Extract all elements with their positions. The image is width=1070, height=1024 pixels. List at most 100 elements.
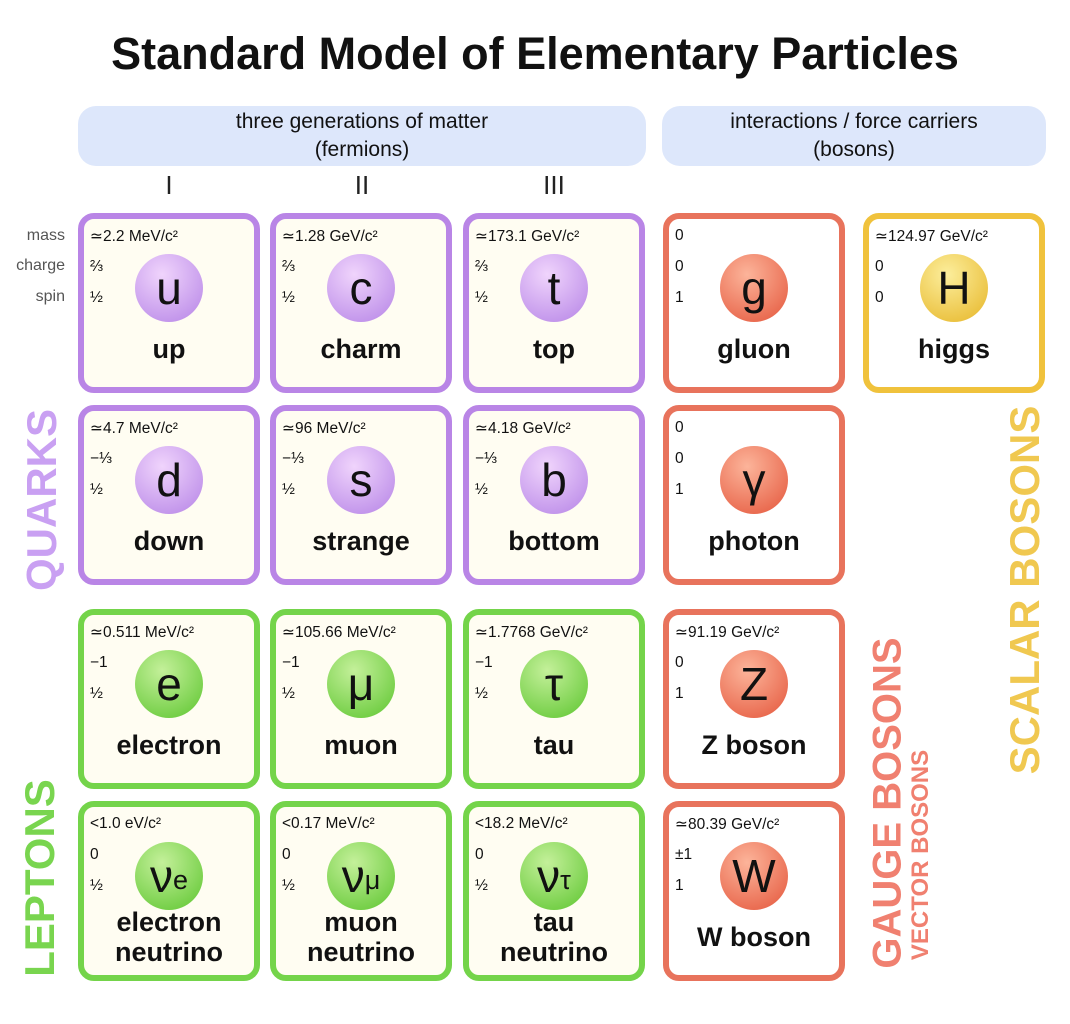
particle-circle: Z (720, 650, 788, 718)
header-line: (fermions) (314, 138, 410, 161)
group-sublabel: VECTOR BOSONS (907, 749, 934, 961)
particle-name: Z boson (701, 730, 807, 760)
generation-label: I (165, 170, 173, 200)
particle-card: ≃80.39 GeV/c² ±1 1 W W boson (663, 801, 845, 981)
symbol: s (349, 454, 373, 506)
group-label: SCALAR BOSONS (1001, 405, 1048, 775)
symbol: g (741, 262, 767, 314)
particle-circle: H (920, 254, 988, 322)
charge: 0 (90, 846, 99, 863)
header-box: three generations of matter (fermions) (78, 106, 646, 166)
mass: ≃80.39 GeV/c² (675, 816, 780, 833)
property-label: mass (26, 227, 65, 244)
particle-circle: τ (520, 650, 588, 718)
charge: ±1 (675, 846, 693, 863)
mass: 0 (675, 419, 684, 436)
symbol: t (547, 262, 561, 314)
generation-label: II (354, 170, 370, 200)
group-label: QUARKS (18, 408, 65, 592)
symbol: ν (341, 850, 365, 902)
spin: 1 (675, 481, 684, 498)
particle-circle: W (720, 842, 788, 910)
symbol: H (937, 262, 971, 314)
particle-name: photon (708, 526, 800, 556)
particle-name: down (133, 526, 205, 556)
mass: ≃0.511 MeV/c² (90, 624, 195, 641)
charge: 0 (675, 654, 684, 671)
spin: 1 (675, 685, 684, 702)
mass: ≃91.19 GeV/c² (675, 624, 780, 641)
particle-name: top (533, 334, 575, 364)
particle-card: 0 0 1 γ photon (663, 405, 845, 585)
symbol: ν (537, 850, 561, 902)
mass: ≃96 MeV/c² (282, 420, 366, 437)
charge: −⅓ (90, 450, 112, 467)
particle-name: up (152, 334, 186, 364)
mass: ≃4.7 MeV/c² (90, 420, 178, 437)
mass: <1.0 eV/c² (90, 815, 162, 832)
particle-card: <0.17 MeV/c² 0 ½ ν μ muon neutrino (270, 801, 452, 981)
particle-circle: d (135, 446, 203, 514)
spin: ½ (282, 685, 295, 702)
particle-circle: u (135, 254, 203, 322)
mass: ≃105.66 MeV/c² (282, 624, 396, 641)
charge: ⅔ (90, 258, 103, 275)
particle-name: bottom (508, 526, 600, 556)
mass: <18.2 MeV/c² (475, 815, 568, 832)
symbol: d (156, 454, 182, 506)
spin: 1 (675, 877, 684, 894)
particle-circle: b (520, 446, 588, 514)
particle-name: tau (533, 730, 575, 760)
particle-circle: g (720, 254, 788, 322)
mass: ≃1.28 GeV/c² (282, 228, 378, 245)
particle-card: ≃91.19 GeV/c² 0 1 Z Z boson (663, 609, 845, 789)
particle-card: ≃4.7 MeV/c² −⅓ ½ d down (78, 405, 260, 585)
subscript: μ (364, 864, 381, 895)
subscript: τ (560, 864, 571, 895)
symbol: τ (544, 658, 564, 710)
spin: ½ (282, 877, 295, 894)
symbol: μ (347, 658, 375, 710)
particle-circle: c (327, 254, 395, 322)
charge: −1 (90, 654, 108, 671)
particle-card: ≃1.7768 GeV/c² −1 ½ τ tau (463, 609, 645, 789)
header-line: three generations of matter (235, 110, 489, 133)
generation-label: III (543, 170, 565, 200)
charge: 0 (475, 846, 484, 863)
symbol: γ (742, 454, 766, 506)
symbol: W (732, 850, 776, 902)
header-box: interactions / force carriers (bosons) (662, 106, 1046, 166)
particle-card: ≃4.18 GeV/c² −⅓ ½ b bottom (463, 405, 645, 585)
mass: ≃2.2 MeV/c² (90, 228, 178, 245)
symbol: Z (739, 658, 769, 710)
property-label: charge (16, 257, 65, 274)
group-label: LEPTONS (16, 779, 63, 977)
header-line: interactions / force carriers (730, 110, 978, 133)
particle-name: higgs (918, 334, 990, 364)
particle-circle: t (520, 254, 588, 322)
particle-name: strange (312, 526, 410, 556)
charge: 0 (675, 450, 684, 467)
spin: ½ (475, 481, 488, 498)
particle-name: tau neutrino (500, 907, 608, 967)
particle-card: 0 0 1 g gluon (663, 213, 845, 393)
mass: ≃124.97 GeV/c² (875, 228, 988, 245)
particle-name: gluon (717, 334, 791, 364)
symbol: b (541, 454, 567, 506)
particle-name: charm (320, 334, 402, 364)
subscript: e (172, 864, 189, 895)
particle-circle: μ (327, 650, 395, 718)
particle-name: muon neutrino (307, 907, 415, 967)
spin: ½ (90, 289, 103, 306)
title: Standard Model of Elementary Particles (111, 28, 959, 79)
spin: ½ (90, 877, 103, 894)
particle-card: ≃0.511 MeV/c² −1 ½ e electron (78, 609, 260, 789)
property-label: spin (35, 288, 65, 305)
spin: ½ (282, 289, 295, 306)
group-label: GAUGE BOSONS (865, 637, 910, 969)
mass: ≃173.1 GeV/c² (475, 228, 580, 245)
particle-card: <18.2 MeV/c² 0 ½ ν τ tau neutrino (463, 801, 645, 981)
